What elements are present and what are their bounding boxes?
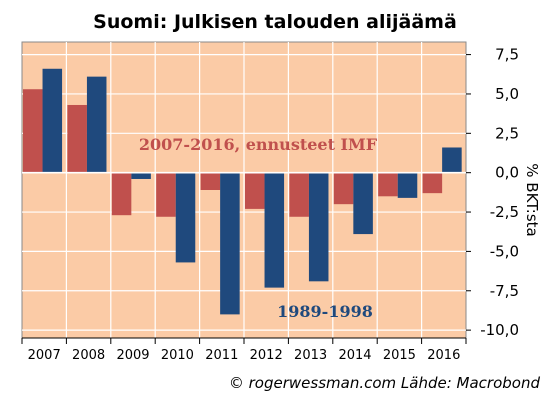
annotation-1989-1998: 1989-1998 xyxy=(277,302,373,321)
x-tick-label: 2009 xyxy=(116,348,149,363)
x-tick-label: 2008 xyxy=(72,348,105,363)
x-tick-label: 2014 xyxy=(338,348,371,363)
x-tick-label: 2011 xyxy=(205,348,238,363)
x-tick-label: 2015 xyxy=(383,348,416,363)
bar-1989-1998-2010 xyxy=(175,172,196,263)
y-tick-label: -2,5 xyxy=(490,203,519,221)
bar-imf-2011 xyxy=(200,172,221,190)
annotation-imf: 2007-2016, ennusteet IMF xyxy=(139,135,378,154)
bar-imf-2013 xyxy=(289,172,309,217)
bar-1989-1998-2008 xyxy=(86,76,107,173)
x-tick-label: 2007 xyxy=(28,348,61,363)
y-tick-label: -7,5 xyxy=(490,282,519,300)
grid xyxy=(22,42,466,338)
bar-imf-2008 xyxy=(67,104,87,173)
bar-1989-1998-2009 xyxy=(131,172,151,179)
bar-1989-1998-2012 xyxy=(264,172,285,288)
bar-1989-1998-2016 xyxy=(442,147,462,173)
bar-1989-1998-2014 xyxy=(353,172,373,235)
source-credit: © rogerwessman.com Lähde: Macrobond xyxy=(229,374,541,392)
bars xyxy=(23,68,462,315)
bar-imf-2009 xyxy=(111,172,132,216)
bar-imf-2015 xyxy=(378,172,398,197)
y-tick-label: 7,5 xyxy=(495,46,519,64)
bar-1989-1998-2013 xyxy=(308,172,329,282)
x-tick-label: 2010 xyxy=(161,348,194,363)
x-tick-label: 2013 xyxy=(294,348,327,363)
y-tick-label: 5,0 xyxy=(495,85,519,103)
y-tick-label: -5,0 xyxy=(490,242,519,260)
bar-1989-1998-2015 xyxy=(397,172,418,198)
y-tick-label: -10,0 xyxy=(480,321,519,339)
y-axis-label: % BKT:sta xyxy=(523,163,541,236)
bar-imf-2010 xyxy=(156,172,176,217)
y-axis: 7,5 5,0 2,5 0,0 -2,5 -5,0 -7,5 -10,0 xyxy=(466,46,519,339)
bar-imf-2016 xyxy=(422,172,443,194)
y-tick-label: 2,5 xyxy=(495,124,519,142)
bar-imf-2007 xyxy=(23,89,43,173)
x-tick-label: 2016 xyxy=(427,348,460,363)
bar-imf-2012 xyxy=(245,172,265,209)
chart-title: Suomi: Julkisen talouden alijäämä xyxy=(93,11,457,33)
x-tick-label: 2012 xyxy=(250,348,283,363)
bar-imf-2014 xyxy=(333,172,354,205)
bar-1989-1998-2011 xyxy=(220,172,240,315)
x-axis: 2007 2008 2009 2010 2011 2012 2013 2014 2015 2016 xyxy=(21,337,467,363)
bar-1989-1998-2007 xyxy=(42,68,63,173)
y-tick-label: 0,0 xyxy=(495,164,519,182)
